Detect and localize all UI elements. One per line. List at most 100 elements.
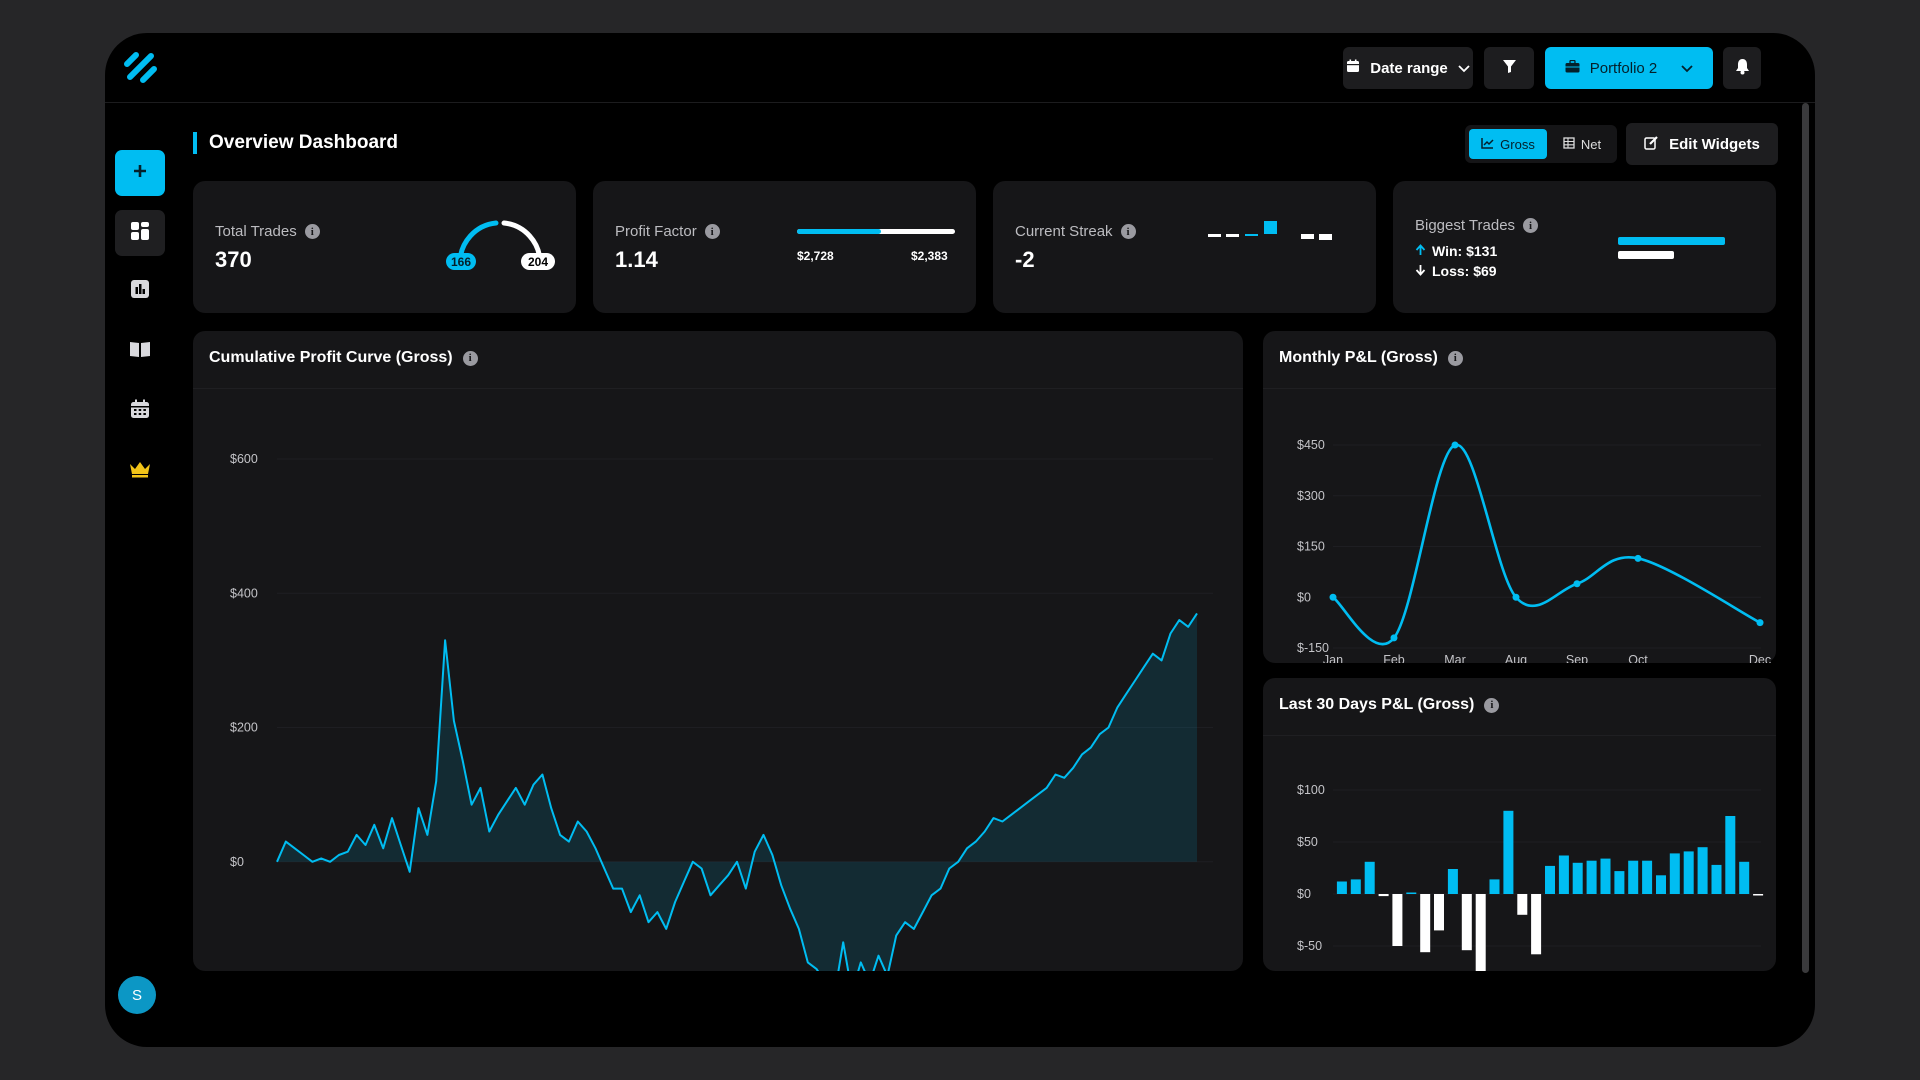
- pnl-bar: [1420, 894, 1431, 953]
- divider: [1263, 735, 1776, 736]
- grid-icon: [130, 221, 150, 246]
- briefcase-icon: [1565, 59, 1580, 77]
- x-tick-label: Mar: [1444, 653, 1466, 663]
- total-trades-value: 370: [215, 247, 252, 272]
- pnl-bar: [1669, 853, 1680, 894]
- monthly-pnl-title-text: Monthly P&L (Gross): [1279, 349, 1438, 366]
- pnl-bar: [1656, 875, 1666, 894]
- line-chart-icon: [1481, 137, 1494, 152]
- toggle-net[interactable]: Net: [1551, 129, 1613, 159]
- losses-count-badge: 204: [521, 253, 555, 270]
- date-range-button[interactable]: Date range: [1343, 47, 1473, 89]
- data-point: [1329, 593, 1337, 601]
- pnl-bar: [1364, 861, 1375, 894]
- y-tick-label: $100: [1297, 783, 1325, 797]
- biggest-loss: Loss: $69: [1415, 263, 1497, 279]
- pnl-bar: [1531, 894, 1542, 955]
- pnl-bar: [1378, 894, 1389, 897]
- pnl-bar: [1503, 810, 1514, 894]
- edit-widgets-label: Edit Widgets: [1669, 135, 1760, 153]
- y-tick-label: $200: [230, 721, 258, 735]
- x-tick-label: Jan: [1323, 653, 1343, 663]
- info-icon[interactable]: i: [462, 350, 478, 366]
- logo-icon[interactable]: [121, 46, 161, 86]
- monthly-pnl-panel: Monthly P&L (Gross) i $450 $300 $150 $0 $-15…: [1263, 331, 1776, 663]
- pnl-bar: [1572, 862, 1583, 894]
- x-tick-label: Oct: [1628, 653, 1648, 663]
- bell-icon: [1735, 58, 1750, 79]
- data-point: [1390, 634, 1398, 642]
- profit-factor-value: 1.14: [615, 247, 658, 272]
- profit-area-fill: [277, 613, 1197, 971]
- profit-factor-bar-fill: [797, 229, 881, 234]
- sidebar-item-calendar[interactable]: [115, 388, 165, 434]
- last-30-days-panel: Last 30 Days P&L (Gross) i $100 $50 $0 $-50…: [1263, 678, 1776, 971]
- sidebar-item-add[interactable]: [115, 150, 165, 196]
- biggest-win-bar: [1618, 237, 1725, 245]
- cumulative-profit-chart[interactable]: $600$400$200$0$-20010/09/201902/12/20191…: [193, 331, 1243, 971]
- gross-net-toggle: Gross Net: [1465, 125, 1617, 163]
- sidebar-item-premium[interactable]: [115, 448, 165, 494]
- chevron-down-icon: [1681, 60, 1693, 77]
- profit-factor-title: Profit Factor i: [615, 223, 720, 240]
- wins-count-badge: 166: [446, 253, 476, 270]
- last-30-days-chart[interactable]: $100$50$0$-50$-1002020-02-032020-02-1820…: [1263, 678, 1776, 971]
- biggest-loss-label: Loss: $69: [1432, 263, 1497, 279]
- pnl-bar: [1614, 871, 1625, 894]
- total-trades-label: Total Trades: [215, 223, 297, 240]
- pnl-bar: [1545, 865, 1555, 894]
- info-icon[interactable]: i: [1523, 218, 1539, 233]
- gross-loss-value: $2,383: [911, 249, 948, 263]
- x-tick-label: Aug: [1505, 653, 1527, 663]
- data-point: [1573, 580, 1581, 588]
- edit-widgets-button[interactable]: Edit Widgets: [1626, 123, 1778, 165]
- monthly-pnl-title: Monthly P&L (Gross) i: [1279, 349, 1463, 367]
- page-title: Overview Dashboard: [193, 132, 398, 154]
- sidebar-item-journal[interactable]: [115, 328, 165, 374]
- pnl-bar: [1406, 892, 1417, 894]
- y-tick-label: $600: [230, 452, 258, 466]
- gross-profit-value: $2,728: [797, 249, 834, 263]
- biggest-trades-card: Biggest Trades i Win: $131 Loss: $69: [1393, 181, 1776, 313]
- y-tick-label: $50: [1297, 835, 1318, 849]
- y-tick-label: $150: [1297, 540, 1325, 554]
- sidebar-item-dashboard[interactable]: [115, 210, 165, 256]
- info-icon[interactable]: i: [1484, 697, 1500, 713]
- y-tick-label: $300: [1297, 489, 1325, 503]
- pnl-bar: [1753, 894, 1764, 896]
- info-icon[interactable]: i: [1447, 350, 1463, 366]
- biggest-win: Win: $131: [1415, 243, 1497, 259]
- current-streak-label: Current Streak: [1015, 223, 1113, 240]
- biggest-trades-label: Biggest Trades: [1415, 217, 1516, 234]
- pnl-bar: [1350, 879, 1361, 894]
- portfolio-label: Portfolio 2: [1589, 59, 1658, 77]
- y-tick-label: $0: [230, 855, 244, 869]
- last-30-days-title-text: Last 30 Days P&L (Gross): [1279, 696, 1475, 713]
- toggle-gross-label: Gross: [1500, 136, 1535, 152]
- sidebar: S: [105, 103, 183, 1047]
- arrow-up-icon: [1415, 243, 1426, 259]
- toggle-gross[interactable]: Gross: [1469, 129, 1547, 159]
- calendar-icon: [130, 399, 150, 424]
- portfolio-select[interactable]: Portfolio 2: [1545, 47, 1713, 89]
- pnl-bar: [1558, 855, 1569, 894]
- profit-curve-line: [276, 612, 1198, 971]
- table-icon: [1563, 136, 1575, 152]
- chevron-down-icon: [1458, 60, 1470, 77]
- pnl-bar: [1725, 816, 1736, 894]
- divider: [1263, 388, 1776, 389]
- y-tick-label: $-150: [1297, 641, 1329, 655]
- sidebar-item-reports[interactable]: [115, 268, 165, 314]
- scrollbar[interactable]: [1802, 103, 1809, 973]
- pnl-bar: [1711, 864, 1722, 894]
- filter-button[interactable]: [1484, 47, 1534, 89]
- pnl-bar: [1447, 869, 1458, 894]
- notifications-button[interactable]: [1723, 47, 1761, 89]
- avatar[interactable]: S: [118, 976, 156, 1014]
- pnl-bar: [1628, 860, 1639, 894]
- info-icon[interactable]: i: [704, 224, 720, 239]
- info-icon[interactable]: i: [1120, 224, 1136, 239]
- info-icon[interactable]: i: [304, 224, 320, 239]
- pnl-bar: [1517, 894, 1528, 915]
